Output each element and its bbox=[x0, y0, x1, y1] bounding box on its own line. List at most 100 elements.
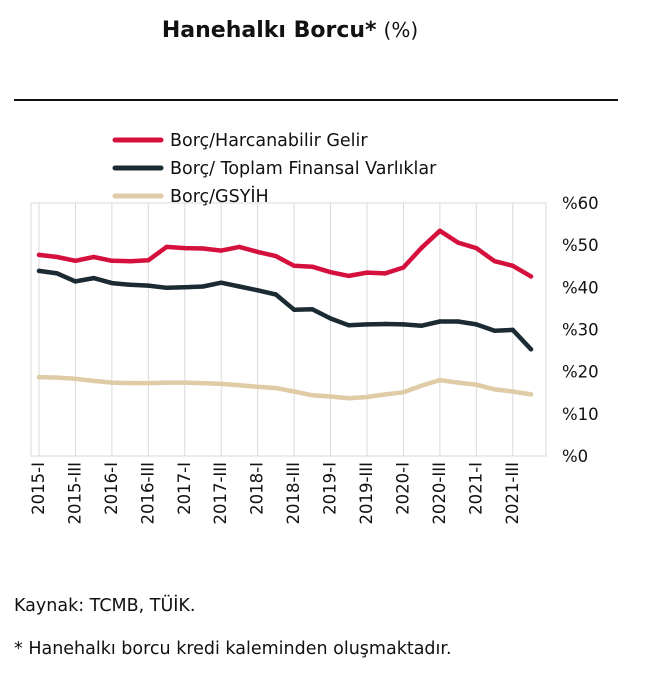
data-point bbox=[401, 265, 406, 270]
data-point bbox=[200, 380, 206, 386]
data-point bbox=[455, 380, 461, 385]
data-point bbox=[146, 283, 151, 288]
data-point bbox=[200, 246, 206, 251]
x-tick-label: 2020-III bbox=[430, 462, 449, 525]
data-point bbox=[91, 275, 96, 281]
data-point bbox=[91, 254, 96, 260]
data-point bbox=[528, 347, 534, 352]
data-point bbox=[474, 322, 479, 327]
data-point bbox=[437, 377, 443, 383]
x-tick-label: 2019-III bbox=[357, 462, 376, 525]
data-point bbox=[55, 254, 60, 260]
y-tick-label: %10 bbox=[562, 405, 599, 424]
data-point bbox=[383, 392, 388, 397]
line-chart: %0 %10 %20 %30 %40 %50 %60 2015-I 2015-III 2016-I… bbox=[29, 131, 599, 525]
data-point bbox=[255, 288, 260, 293]
data-point bbox=[127, 282, 133, 287]
data-point bbox=[127, 259, 133, 264]
data-point bbox=[73, 279, 78, 284]
data-point bbox=[291, 307, 297, 312]
data-point bbox=[164, 244, 169, 250]
data-point bbox=[219, 248, 224, 253]
title-divider bbox=[14, 99, 618, 101]
data-point bbox=[109, 258, 115, 263]
plot-area bbox=[30, 202, 547, 457]
y-tick-label: %30 bbox=[562, 321, 599, 340]
data-point bbox=[109, 280, 115, 286]
footnote: * Hanehalkı borcu kredi kaleminden oluşm… bbox=[14, 639, 452, 659]
data-point bbox=[492, 259, 497, 264]
data-point bbox=[455, 319, 461, 324]
data-point bbox=[219, 381, 224, 387]
data-point bbox=[328, 394, 333, 399]
data-point bbox=[455, 240, 461, 245]
source-note: Kaynak: TCMB, TÜİK. bbox=[14, 596, 196, 616]
data-point bbox=[419, 245, 424, 250]
data-point bbox=[510, 389, 515, 394]
data-point bbox=[364, 270, 370, 275]
data-point bbox=[55, 271, 60, 276]
data-point bbox=[237, 284, 242, 289]
chart-title: Hanehalkı Borcu* (%) bbox=[0, 18, 580, 43]
data-point bbox=[255, 249, 260, 255]
x-tick-label: 2019-I bbox=[321, 462, 340, 515]
data-point bbox=[346, 273, 351, 279]
data-point bbox=[36, 252, 42, 258]
data-point bbox=[328, 316, 333, 321]
data-point bbox=[401, 322, 406, 327]
data-point bbox=[437, 228, 443, 233]
x-tick-label: 2016-III bbox=[138, 462, 157, 525]
y-tick-label: %0 bbox=[562, 447, 588, 466]
data-point bbox=[109, 380, 115, 385]
data-point bbox=[73, 258, 78, 263]
data-point bbox=[237, 383, 242, 388]
data-point bbox=[528, 392, 534, 397]
x-tick-label: 2015-I bbox=[29, 462, 48, 515]
data-point bbox=[510, 263, 515, 268]
x-tick-label: 2015-III bbox=[65, 462, 84, 525]
x-tick-label: 2021-I bbox=[466, 462, 485, 515]
data-point bbox=[419, 323, 424, 328]
data-point bbox=[273, 253, 279, 259]
chart-title-unit: (%) bbox=[383, 18, 419, 42]
series-line-2 bbox=[36, 268, 534, 352]
data-point bbox=[164, 285, 169, 290]
data-point bbox=[182, 285, 187, 290]
data-point bbox=[55, 375, 60, 380]
data-point bbox=[146, 380, 151, 386]
y-tick-label: %40 bbox=[562, 278, 599, 297]
x-tick-label: 2018-III bbox=[284, 462, 303, 525]
data-point bbox=[36, 374, 42, 380]
legend-label-1: Borç/Harcanabilir Gelir bbox=[170, 131, 368, 151]
data-point bbox=[528, 274, 534, 279]
data-point bbox=[419, 383, 424, 388]
data-point bbox=[91, 378, 96, 384]
y-tick-label: %20 bbox=[562, 363, 599, 382]
legend-label-3: Borç/GSYİH bbox=[170, 186, 269, 207]
data-point bbox=[346, 323, 351, 328]
data-point bbox=[200, 284, 206, 289]
data-point bbox=[474, 382, 479, 387]
y-tick-label: %50 bbox=[562, 236, 599, 255]
data-point bbox=[310, 307, 315, 312]
data-point bbox=[401, 390, 406, 395]
chart-title-main: Hanehalkı Borcu* bbox=[161, 18, 377, 43]
data-point bbox=[146, 258, 151, 263]
data-point bbox=[291, 263, 297, 268]
x-tick-label: 2021-III bbox=[503, 462, 522, 525]
data-point bbox=[383, 321, 388, 327]
data-point bbox=[36, 268, 42, 274]
x-tick-label: 2017-III bbox=[211, 462, 230, 525]
legend-label-2: Borç/ Toplam Finansal Varlıklar bbox=[170, 159, 437, 179]
data-point bbox=[182, 380, 187, 385]
x-tick-label: 2016-I bbox=[102, 462, 121, 515]
data-point bbox=[273, 385, 279, 391]
x-tick-label: 2018-I bbox=[248, 462, 267, 515]
x-tick-label: 2017-I bbox=[175, 462, 194, 515]
series-line-1 bbox=[36, 228, 534, 279]
x-tick-label: 2020-I bbox=[393, 462, 412, 515]
data-point bbox=[237, 244, 242, 250]
data-point bbox=[310, 393, 315, 398]
y-tick-label: %60 bbox=[562, 194, 599, 213]
data-point bbox=[437, 319, 443, 324]
